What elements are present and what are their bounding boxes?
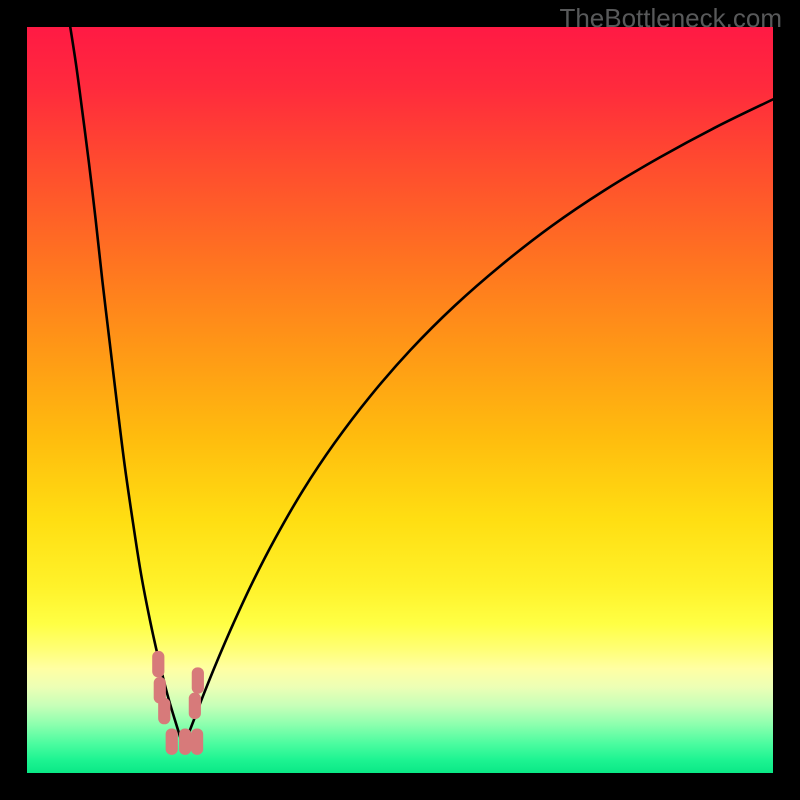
watermark-label: TheBottleneck.com [559, 3, 782, 34]
bottleneck-plot [27, 27, 773, 773]
marker-point [189, 693, 200, 718]
marker-point [153, 651, 164, 676]
marker-point [191, 729, 202, 754]
marker-point [192, 668, 203, 693]
chart-frame [27, 27, 773, 773]
marker-point [180, 729, 191, 754]
marker-point [159, 698, 170, 723]
marker-point [166, 729, 177, 754]
gradient-background [27, 27, 773, 773]
